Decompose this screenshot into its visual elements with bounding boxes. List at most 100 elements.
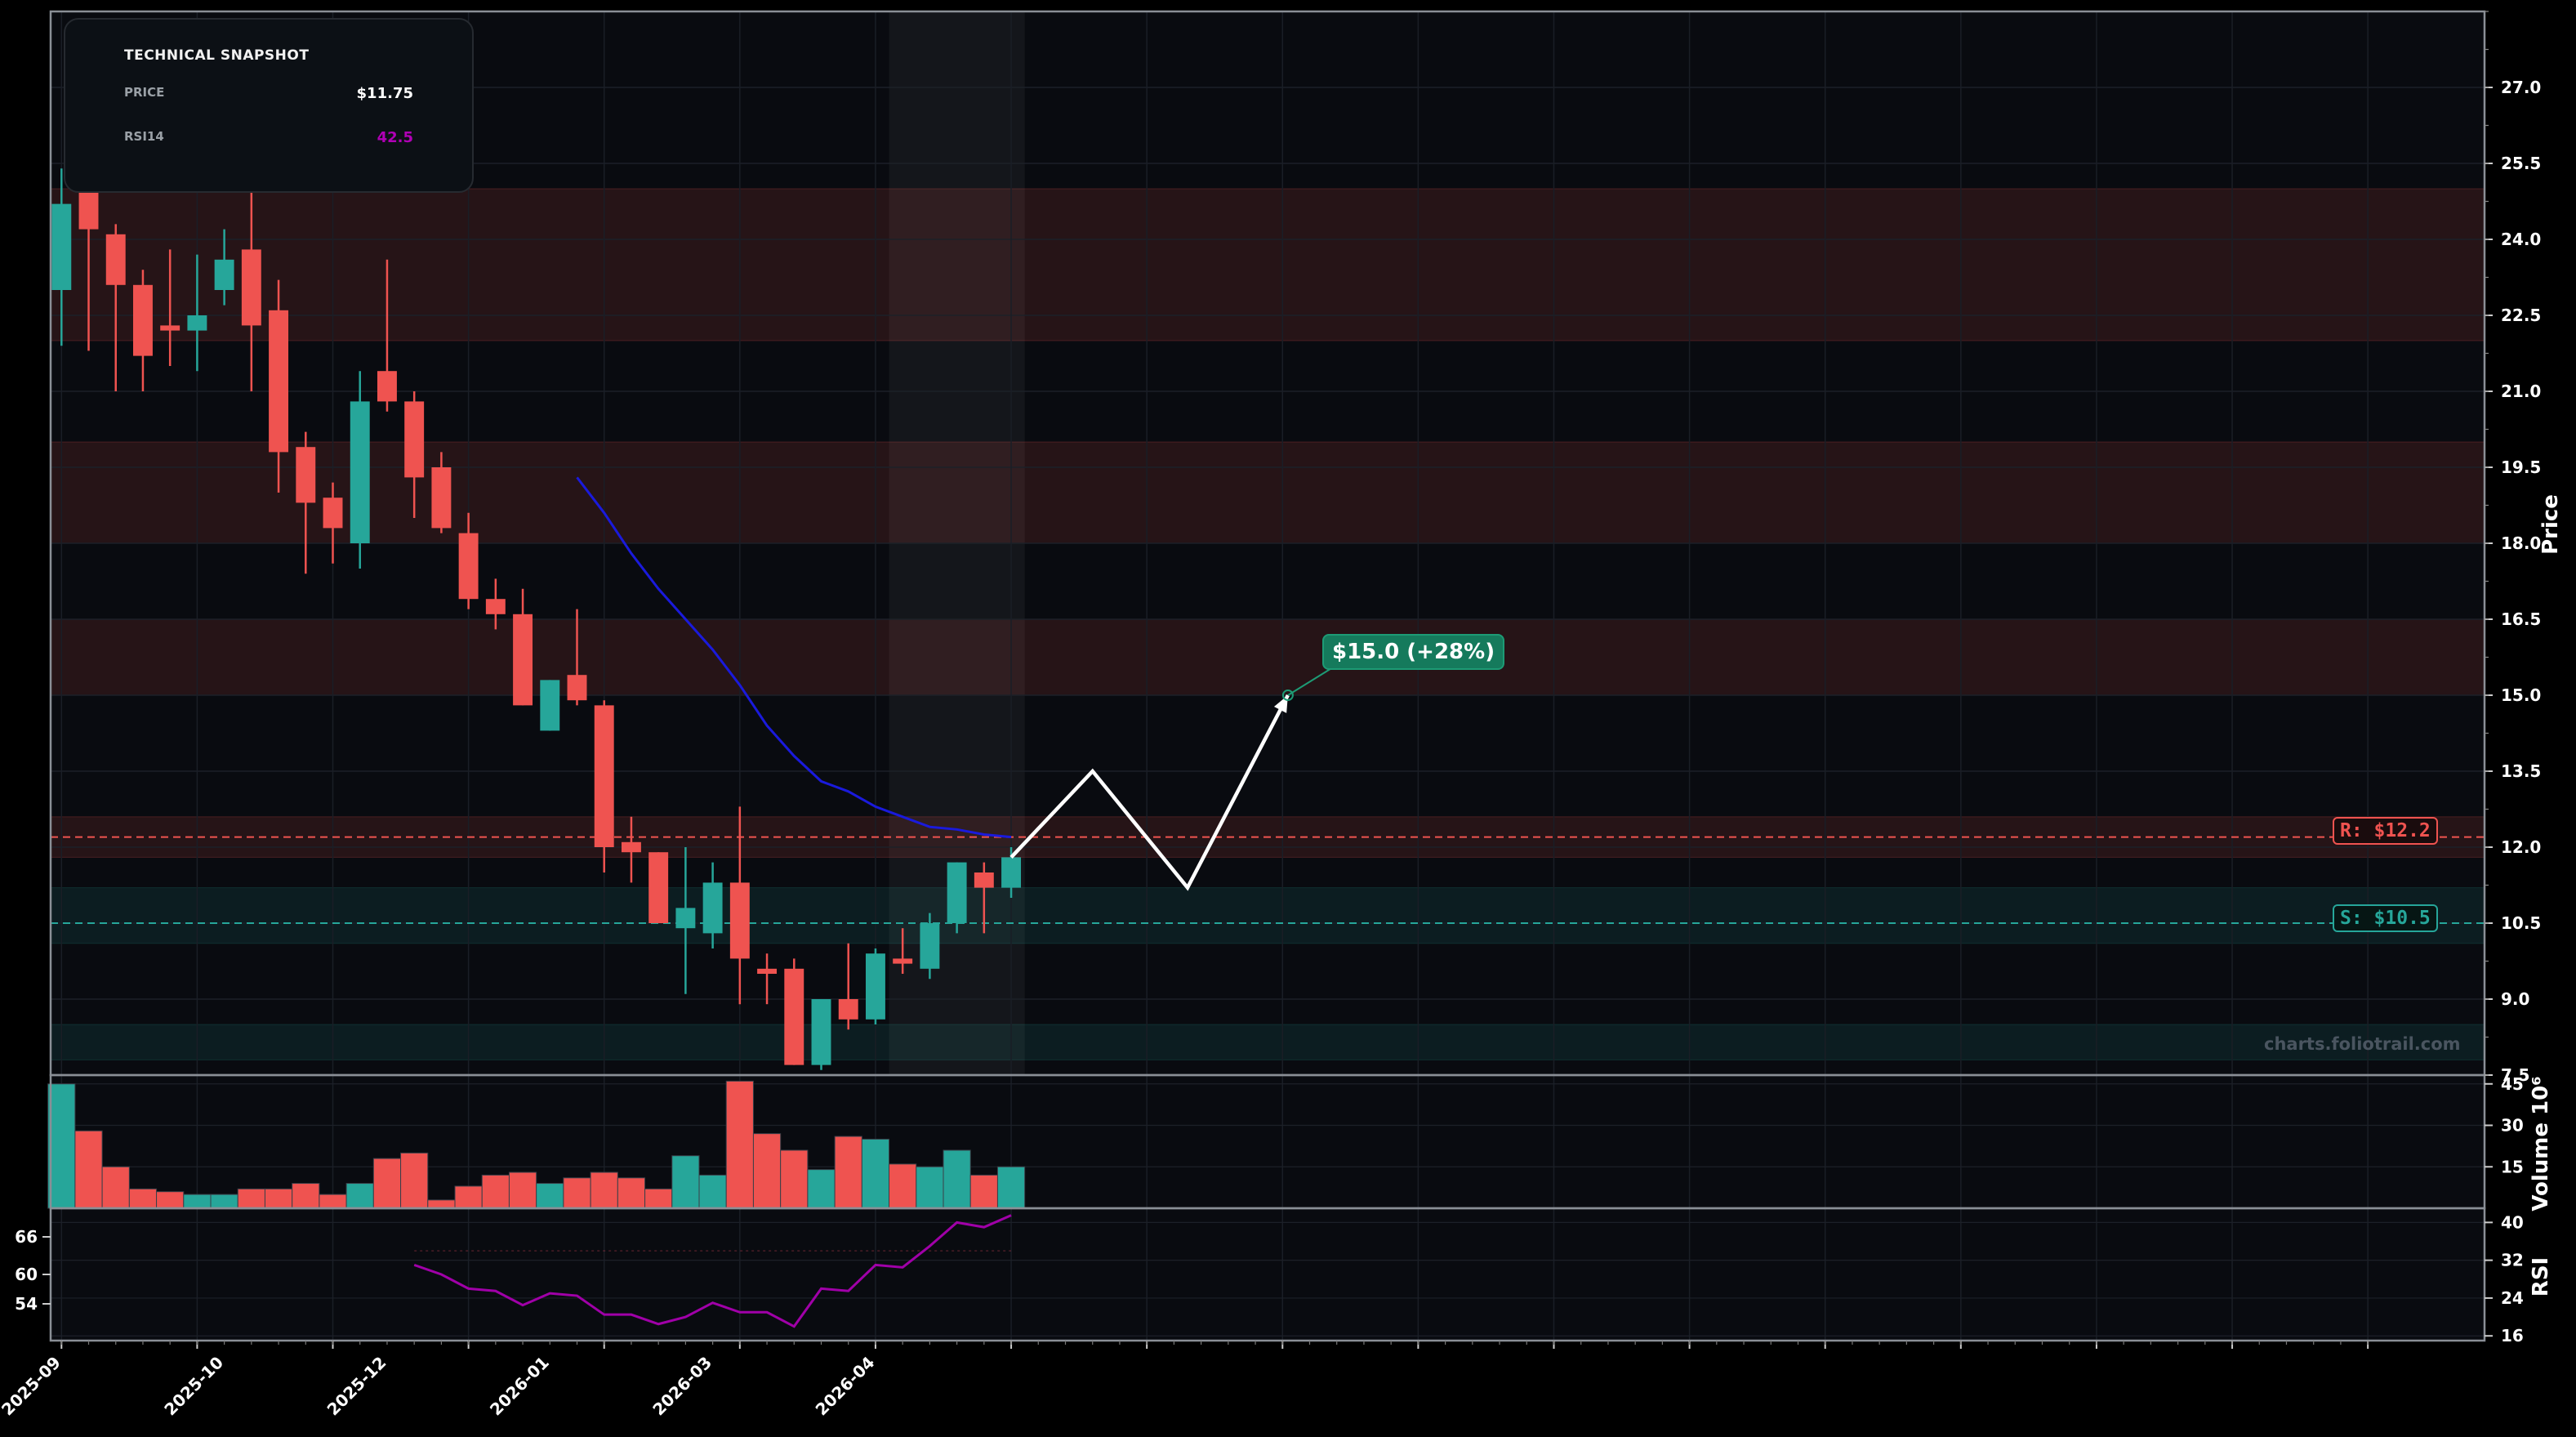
projection-line (1009, 694, 1290, 891)
volume-tick-label: 30 (2501, 1116, 2524, 1136)
volume-bar (996, 1166, 1026, 1209)
candle-body (323, 498, 343, 529)
price-tick-label: 13.5 (2501, 761, 2541, 781)
x-tick-label: 2025-10 (160, 1353, 227, 1420)
resistance-zone (50, 618, 2485, 696)
price-tick-label: 25.5 (2501, 154, 2541, 173)
volume-bar (861, 1138, 890, 1209)
candle-body (78, 189, 99, 230)
price-tick-label: 7.5 (2501, 1065, 2529, 1085)
volume-bar (916, 1166, 944, 1209)
rsi-left-tick-label: 60 (15, 1265, 38, 1284)
price-tick-label: 16.5 (2501, 609, 2541, 629)
price-tick-label: 9.0 (2501, 989, 2529, 1009)
volume-bar (128, 1188, 158, 1209)
x-tick-label: 2026-03 (648, 1353, 715, 1420)
x-tick-label: 2026-04 (812, 1353, 879, 1420)
candle-body (350, 401, 370, 543)
candle-body (893, 958, 913, 964)
volume-bar (834, 1136, 862, 1209)
volume-bar (454, 1185, 483, 1209)
volume-bar (101, 1166, 130, 1209)
candle-body (675, 908, 696, 929)
rsi-left-tick-label: 66 (15, 1227, 38, 1247)
candle-body (702, 882, 723, 934)
candle-body (947, 862, 967, 923)
rsi-panel-bg (51, 1208, 2485, 1341)
volume-bar (156, 1191, 185, 1209)
candle-body (838, 999, 858, 1020)
price-tick-label: 10.5 (2501, 913, 2541, 933)
x-tick-label: 2026-01 (486, 1353, 553, 1420)
volume-bar (617, 1177, 646, 1209)
volume-bar (563, 1177, 591, 1209)
candle-body (296, 447, 316, 503)
candle-body (567, 675, 587, 701)
candle-body (404, 401, 425, 478)
volume-bar (481, 1174, 510, 1209)
candle-body (865, 953, 885, 1020)
candle-body (811, 999, 831, 1065)
price-tick-label: 21.0 (2501, 382, 2541, 401)
rsi-tick-label: 40 (2501, 1212, 2524, 1232)
candle-body (269, 310, 289, 453)
candle-body (648, 852, 669, 923)
watermark: charts.foliotrail.com (2264, 1034, 2461, 1054)
moving-average (576, 476, 1012, 839)
support-badge: S: $10.5 (2333, 904, 2438, 932)
volume-bar (508, 1171, 537, 1209)
rsi-tick-label: 24 (2501, 1288, 2524, 1308)
target-badge: $15.0 (+28%) (1322, 634, 1505, 670)
volume-bar (74, 1130, 103, 1209)
volume-bar (400, 1152, 429, 1209)
volume-bar (807, 1169, 836, 1209)
candle-body (214, 259, 234, 290)
rsi-left-tick-label: 54 (15, 1294, 38, 1314)
snapshot-rsi-label: RSI14 (124, 129, 164, 144)
volume-bar (264, 1188, 293, 1209)
candle-body (594, 705, 614, 847)
resistance-zone (50, 188, 2485, 341)
candle-body (920, 923, 940, 969)
price-tick-label: 27.0 (2501, 78, 2541, 97)
volume-bars (47, 1080, 1026, 1209)
volume-tick-label: 15 (2501, 1157, 2524, 1176)
volume-bar (698, 1174, 727, 1209)
rsi-tick-label: 16 (2501, 1326, 2524, 1346)
volume-tick-label: 45 (2501, 1074, 2524, 1094)
support-zone (50, 887, 2485, 944)
volume-bar (590, 1171, 618, 1209)
x-tick-label: 2025-09 (0, 1353, 65, 1420)
candle-body (621, 841, 641, 853)
volume-bar (644, 1188, 673, 1209)
volume-bar (183, 1194, 212, 1209)
volume-bar (372, 1158, 402, 1209)
target-marker (1281, 689, 1294, 701)
technical-snapshot-panel: TECHNICAL SNAPSHOT PRICE $11.75 RSI14 42… (64, 18, 474, 193)
snapshot-rsi-value: 42.5 (377, 129, 413, 146)
volume-bar (319, 1194, 347, 1209)
candle-body (241, 249, 261, 326)
price-tick-label: 19.5 (2501, 457, 2541, 477)
candle-body (974, 872, 994, 888)
volume-bar (969, 1174, 998, 1209)
volume-bar (210, 1194, 238, 1209)
candle-body (1001, 857, 1022, 888)
price-zones (50, 188, 2485, 1060)
volume-bar (752, 1133, 782, 1209)
volume-bar (725, 1080, 754, 1209)
snapshot-price-row: PRICE $11.75 (124, 85, 413, 105)
rsi-tick-label: 32 (2501, 1251, 2524, 1270)
price-tick-label: 12.0 (2501, 837, 2541, 857)
candle-body (485, 599, 506, 614)
snapshot-title: TECHNICAL SNAPSHOT (124, 47, 310, 64)
candle-body (132, 284, 153, 356)
volume-bar (237, 1188, 265, 1209)
support-resistance-lines (51, 836, 2485, 924)
moving-average-line (576, 476, 1012, 839)
candle-body (540, 680, 560, 731)
rsi-axis-title: RSI (2529, 1257, 2553, 1296)
candle-body (729, 882, 750, 959)
volume-bar (671, 1155, 700, 1209)
candle-body (187, 315, 207, 331)
